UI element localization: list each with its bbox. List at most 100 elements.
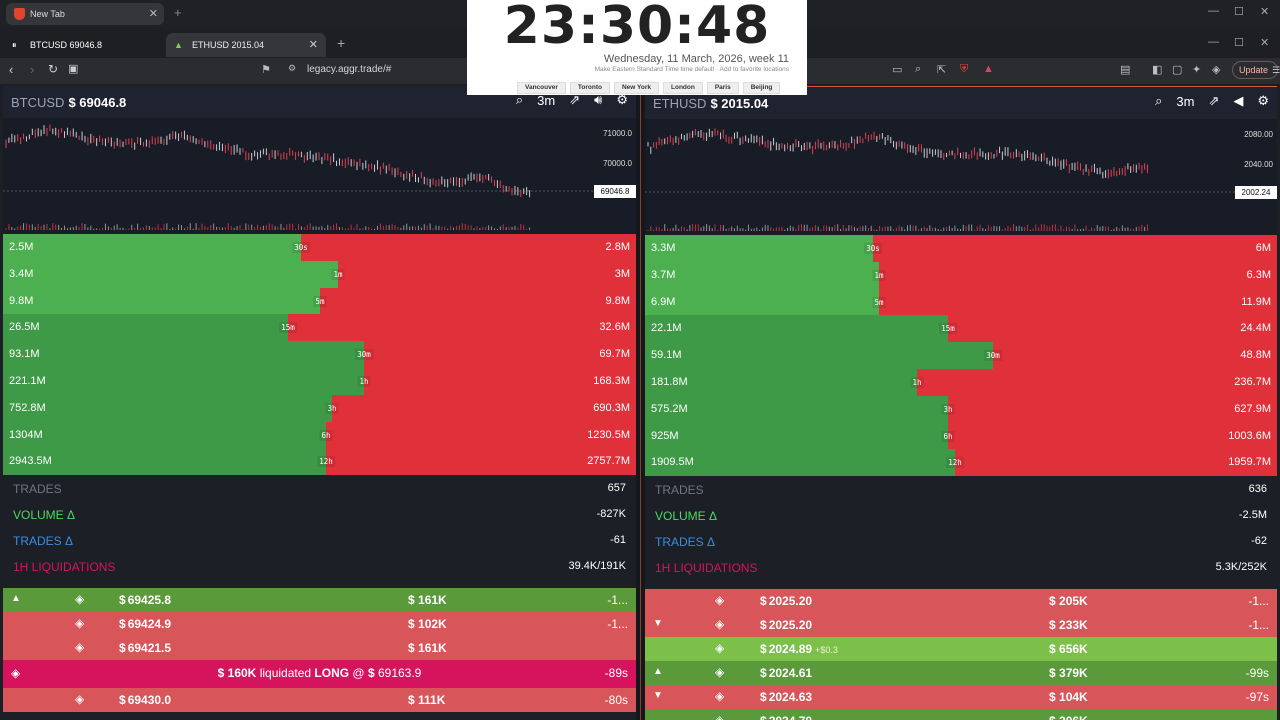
tab-ethusd[interactable]: ▲ ETHUSD 2015.04 ✕: [166, 33, 326, 57]
close-tab-icon[interactable]: ✕: [308, 39, 318, 51]
screen-icon[interactable]: ▭: [892, 64, 903, 76]
new-tab-icon[interactable]: +: [337, 35, 346, 51]
timeframe-label: 30m: [984, 350, 1002, 362]
city-paris[interactable]: Paris: [706, 82, 739, 94]
trade-row[interactable]: ◈ $69430.0 $ 111K -80s: [3, 688, 636, 712]
trade-time: -1...: [1248, 618, 1269, 632]
sidebar-icon[interactable]: ◧: [1152, 64, 1163, 76]
close-icon[interactable]: ✕: [148, 8, 158, 20]
city-toronto[interactable]: Toronto: [569, 82, 610, 94]
trade-row[interactable]: ▲ ◈ $2024.61 $ 379K -99s: [645, 661, 1277, 685]
volume-row[interactable]: 3.3M 30s 6M: [645, 235, 1277, 262]
volume-row[interactable]: 1304M 6h 1230.5M: [3, 421, 636, 449]
volume-row[interactable]: 6.9M 5m 11.9M: [645, 288, 1277, 316]
pause-icon: ⏸: [12, 40, 17, 50]
forward-icon[interactable]: ›: [30, 62, 35, 77]
volume-row[interactable]: 925M 6h 1003.6M: [645, 422, 1277, 450]
back-icon[interactable]: ‹: [9, 62, 14, 77]
brave-shields-icon[interactable]: ⛨: [960, 63, 969, 75]
close-window-icon[interactable]: ✕: [1260, 37, 1270, 49]
vpn-icon[interactable]: ◈: [1212, 64, 1221, 76]
update-button[interactable]: Update ☰: [1232, 61, 1280, 79]
reload-icon[interactable]: ↻: [48, 62, 59, 76]
wallet-icon[interactable]: ▢: [1172, 64, 1183, 76]
trade-row[interactable]: ◈ $2024.70 $ 206K: [645, 709, 1277, 720]
external-link-icon[interactable]: ⇗: [1208, 93, 1220, 108]
trade-row[interactable]: ◈ $2024.89 +$0.3 $ 656K: [645, 637, 1277, 661]
stat-volume-delta: VOLUME Δ -2.5M: [645, 503, 1277, 529]
background-tab[interactable]: New Tab ✕: [6, 3, 164, 25]
gear-icon[interactable]: ⚙: [616, 92, 628, 107]
panel-divider[interactable]: [636, 86, 645, 720]
site-info-icon[interactable]: ⚙: [288, 63, 297, 73]
trade-row[interactable]: ▼ ◈ $2024.63 $ 104K -97s: [645, 685, 1277, 709]
price-chart[interactable]: 71000.0 70000.0 69046.8: [3, 118, 636, 232]
timeframe-button[interactable]: 3m: [537, 92, 556, 108]
volume-row[interactable]: 93.1M 30m 69.7M: [3, 341, 636, 368]
external-link-icon[interactable]: ⇗: [569, 92, 581, 107]
trade-row[interactable]: ◈ $2025.20 $ 205K -1...: [645, 589, 1277, 613]
volume-row[interactable]: 3.7M 1m 6.3M: [645, 261, 1277, 289]
volume-row[interactable]: 221.1M 1h 168.3M: [3, 367, 636, 395]
maximize-icon[interactable]: ☐: [1234, 37, 1244, 49]
volume-row[interactable]: 9.8M 5m 9.8M: [3, 287, 636, 315]
volume-row[interactable]: 2943.5M 12h 2757.7M: [3, 448, 636, 476]
trade-row[interactable]: ◈ $69424.9 $ 102K -1...: [3, 612, 636, 636]
new-tab-icon[interactable]: +: [174, 5, 182, 20]
volume-row[interactable]: 59.1M 30m 48.8M: [645, 342, 1277, 369]
zoom-icon[interactable]: ⌕: [915, 63, 922, 75]
y-tick-label: 71000.0: [603, 129, 632, 138]
volume-row[interactable]: 181.8M 1h 236.7M: [645, 368, 1277, 396]
sell-bar: [873, 235, 1277, 262]
volume-row[interactable]: 575.2M 3h 627.9M: [645, 395, 1277, 423]
sell-bar: [364, 341, 636, 368]
stats-block: TRADES 636 VOLUME Δ -2.5M TRADES Δ -62 1…: [645, 477, 1277, 589]
buy-bar: [3, 260, 338, 288]
sound-icon[interactable]: 🔊︎: [594, 92, 603, 107]
timeframe-button[interactable]: 3m: [1176, 93, 1195, 109]
trade-row[interactable]: ▼ ◈ $2025.20 $ 233K -1...: [645, 613, 1277, 637]
tab-btcusd[interactable]: ⏸ BTCUSD 69046.8: [4, 33, 164, 57]
gear-icon[interactable]: ⚙: [1257, 93, 1269, 108]
trade-row[interactable]: ◈ $69421.5 $ 161K: [3, 636, 636, 660]
city-new-york[interactable]: New York: [613, 82, 659, 94]
clock-subline[interactable]: Make Eastern Standard Time time default …: [594, 66, 789, 73]
volume-row[interactable]: 3.4M 1m 3M: [3, 260, 636, 288]
minimize-icon[interactable]: —: [1208, 5, 1219, 17]
trade-amount: $ 233K: [1049, 618, 1088, 632]
sell-bar: [301, 234, 636, 261]
pair-name: BTCUSD: [11, 94, 65, 110]
city-beijing[interactable]: Beijing: [742, 82, 781, 94]
ai-icon[interactable]: ✦: [1192, 64, 1202, 76]
y-tick-label: 2040.00: [1244, 160, 1273, 169]
sound-icon[interactable]: ◀: [1233, 93, 1244, 108]
pair-price: $ 69046.8: [68, 94, 127, 110]
volume-row[interactable]: 2.5M 30s 2.8M: [3, 234, 636, 261]
rewards-icon[interactable]: ▲: [983, 63, 994, 75]
minimize-icon[interactable]: —: [1208, 36, 1219, 48]
search-icon[interactable]: ⌕: [1155, 93, 1163, 108]
liquidation-row[interactable]: ◈ $ 160K liquidated LONG @ $ 69163.9 -89…: [3, 660, 636, 688]
maximize-icon[interactable]: ☐: [1234, 6, 1244, 18]
stat-value: 657: [607, 482, 626, 494]
share-icon[interactable]: ⇱: [937, 64, 947, 76]
price-chart[interactable]: 2080.00 2040.00 2002.24: [645, 119, 1277, 233]
volume-row[interactable]: 22.1M 15m 24.4M: [645, 315, 1277, 343]
close-window-icon[interactable]: ✕: [1260, 6, 1270, 18]
search-icon[interactable]: ⌕: [515, 92, 524, 107]
reader-icon[interactable]: ▤: [1120, 64, 1131, 76]
volume-row[interactable]: 1909.5M 12h 1959.7M: [645, 449, 1277, 477]
url-field[interactable]: legacy.aggr.trade/#: [307, 64, 392, 75]
city-vancouver[interactable]: Vancouver: [517, 82, 566, 94]
trade-row[interactable]: ▲ ◈ $69425.8 $ 161K -1...: [3, 588, 636, 612]
volume-row[interactable]: 26.5M 15m 32.6M: [3, 314, 636, 342]
volume-row[interactable]: 752.8M 3h 690.3M: [3, 394, 636, 422]
trade-amount: $ 102K: [408, 617, 447, 631]
sidebar-toggle-icon[interactable]: ▣: [68, 63, 79, 75]
bookmark-icon[interactable]: ⚑: [261, 64, 271, 76]
city-london[interactable]: London: [663, 82, 703, 94]
trade-price-value: 69421.5: [127, 641, 172, 655]
trade-amount: $ 161K: [408, 641, 447, 655]
buy-bar: [645, 261, 879, 289]
stat-liquidations: 1H LIQUIDATIONS 39.4K/191K: [3, 554, 636, 580]
